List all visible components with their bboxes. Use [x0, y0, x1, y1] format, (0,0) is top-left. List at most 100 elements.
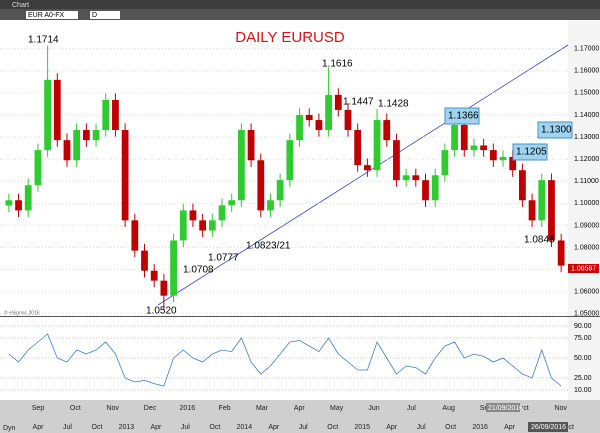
candle-body	[73, 130, 81, 161]
candle-body	[131, 220, 139, 251]
annotation: 1.1205	[516, 147, 547, 158]
toolbar	[0, 9, 600, 20]
date-top: 21/09/2016	[488, 405, 523, 412]
candle-body	[150, 270, 158, 281]
x-tick-label: Oct	[92, 424, 103, 431]
x-tick-label: Feb	[219, 405, 231, 412]
candle-body	[509, 156, 517, 171]
candle-body	[315, 120, 323, 131]
x-tick-label: Jul	[299, 424, 308, 431]
candle-body	[53, 79, 61, 141]
trend-line	[157, 44, 569, 306]
x-tick-label: Apr	[150, 424, 162, 431]
candle-body	[451, 124, 458, 151]
candle-body	[218, 205, 226, 221]
annotation-box	[512, 143, 548, 161]
x-tick-label: Jul	[407, 405, 416, 412]
x-tick-label: Apr	[268, 424, 280, 431]
x-tick-label: 2015	[354, 424, 370, 431]
dyn-label: Dyn	[3, 425, 16, 432]
annotation: 1.0823/21	[246, 241, 291, 252]
x-tick-label: Apr	[294, 405, 306, 412]
x-tick-label: Oct	[563, 424, 574, 431]
candle-body	[519, 170, 526, 201]
candle-body	[431, 175, 439, 201]
candle-body	[383, 120, 391, 141]
candle-body	[460, 124, 468, 151]
candle-body	[373, 120, 381, 171]
annotation-box	[537, 121, 573, 139]
y-tick-label: 1.15000	[574, 90, 599, 97]
candle-body	[63, 140, 71, 161]
indicator-panel	[0, 317, 568, 400]
candle-body	[199, 220, 207, 231]
y-tick-label: 1.12000	[574, 156, 599, 163]
candle-body	[354, 130, 362, 166]
x-tick-label: 2016	[180, 405, 196, 412]
interval: D	[92, 12, 97, 19]
x-tick-label: Jul	[417, 424, 426, 431]
candle-body	[548, 180, 555, 241]
y-tick-label: 1.05000	[574, 311, 599, 318]
symbol-input[interactable]	[26, 11, 78, 19]
x-tick-label: Oct	[70, 405, 81, 412]
candle-body	[160, 280, 168, 296]
x-tick-label: 2013	[119, 424, 135, 431]
x-tick-label: Jul	[63, 424, 72, 431]
x-tick-label: May	[330, 405, 344, 412]
annotation: 1.1714	[28, 35, 59, 46]
y-tick-label: 1.17000	[574, 46, 599, 53]
x-tick-label: 2016	[472, 424, 488, 431]
candle-body	[121, 130, 129, 221]
price-axis	[568, 20, 600, 400]
y-tick-label: 1.10000	[574, 200, 599, 207]
annotation: 1.1447	[343, 97, 374, 108]
annotation: 1.1366	[448, 111, 479, 122]
candle-body	[247, 130, 255, 161]
y-tick-label: 1.08000	[574, 244, 599, 251]
x-tick-label: Apr	[33, 424, 45, 431]
x-tick-label: Jun	[368, 405, 379, 412]
x-tick-label: Apr	[386, 424, 398, 431]
last-price-box	[568, 264, 599, 273]
candle-body	[141, 250, 148, 271]
annotation: 1.1616	[322, 59, 353, 70]
candle-body	[24, 185, 32, 211]
candle-body	[363, 165, 371, 171]
candle-body	[528, 200, 536, 221]
candle-body	[402, 175, 410, 181]
x-tick-label: Mar	[256, 405, 269, 412]
annotation: 1.0848	[524, 235, 555, 246]
annotation: 1.0520	[146, 306, 177, 317]
y-tick-label: 1.06000	[574, 289, 599, 296]
candle-body	[228, 200, 236, 206]
candle-body	[44, 79, 51, 151]
candle-body	[102, 99, 110, 131]
window-title: Chart	[12, 2, 29, 9]
x-tick-label: 2014	[237, 424, 253, 431]
candle-body	[257, 160, 265, 211]
y-tick-label: 75.00	[574, 335, 592, 342]
candle-body	[208, 220, 216, 231]
annotation: 1.1300	[541, 125, 572, 136]
y-tick-label: 1.16000	[574, 68, 599, 75]
candle-body	[480, 145, 488, 151]
candle-body	[112, 99, 119, 131]
candle-body	[34, 150, 42, 186]
candle-body	[170, 240, 177, 296]
candle-body	[305, 114, 313, 121]
annotation: 1.0777	[208, 253, 239, 264]
y-tick-label: 1.11000	[574, 178, 599, 185]
candle-body	[179, 210, 187, 241]
y-tick-label: 90.00	[574, 323, 592, 330]
y-tick-label: 1.13000	[574, 134, 599, 141]
x-tick-label: Oct	[518, 405, 529, 412]
last-price: 1.06597	[571, 265, 596, 272]
candle-body	[276, 180, 284, 201]
y-tick-label: 50.00	[574, 355, 592, 362]
interval-input[interactable]	[90, 11, 120, 19]
candle-body	[557, 240, 565, 266]
candle-body	[92, 130, 100, 141]
annotation: 1.0708	[183, 265, 214, 276]
